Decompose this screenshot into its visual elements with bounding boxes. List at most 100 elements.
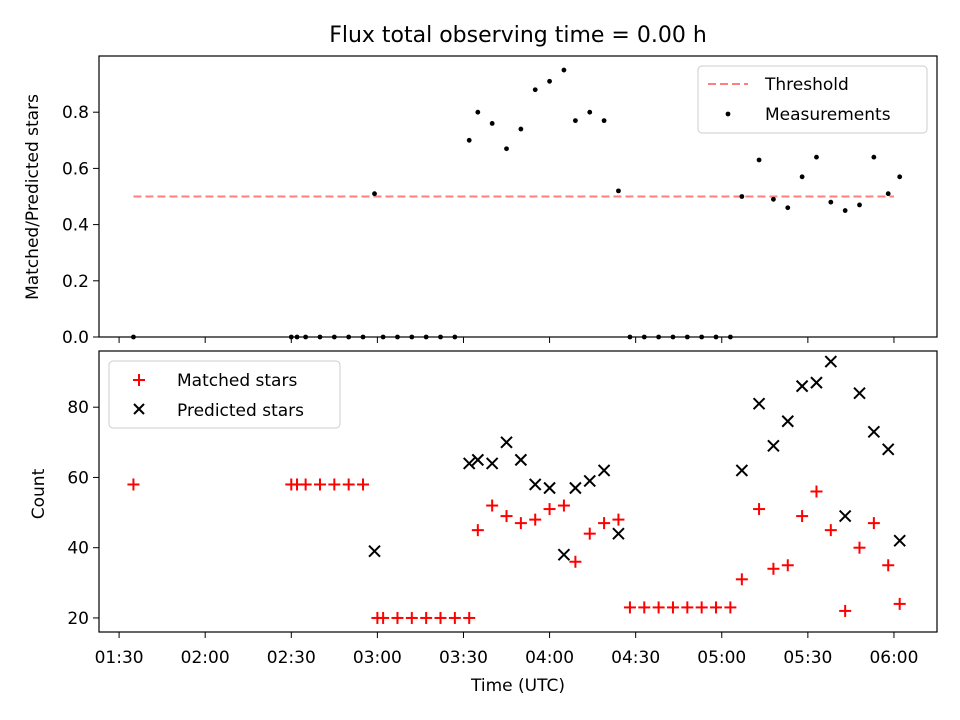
matched-star-marker (598, 517, 611, 530)
matched-star-marker (882, 559, 895, 572)
matched-star-marker (557, 499, 570, 512)
predicted-star-marker (781, 415, 794, 428)
matched-star-marker (299, 478, 312, 491)
matched-star-marker (638, 601, 651, 614)
bottom-legend-box (108, 360, 341, 429)
predicted-star-marker (810, 376, 823, 389)
top-y-tick-label: 0.0 (62, 328, 89, 348)
matched-star-marker (853, 541, 866, 554)
matched-star-marker (710, 601, 723, 614)
bottom-y-axis: 20 40 60 80 (67, 398, 99, 629)
bottom-y-tick-label: 60 (67, 468, 89, 488)
measurement-point (601, 118, 607, 124)
predicted-star-marker (867, 425, 881, 438)
bottom-x-axis: 01:30 02:00 02:30 03:00 03:30 04:00 04:30 05:00… (95, 632, 918, 668)
matched-star-marker (569, 555, 582, 568)
x-tick-label: 03:30 (439, 648, 488, 668)
predicted-star-marker (597, 464, 611, 477)
count-points (127, 355, 906, 624)
matched-star-marker (357, 478, 370, 491)
x-tick-label: 06:00 (869, 648, 918, 668)
matched-star-marker (767, 562, 780, 575)
top-y-tick-label: 0.6 (62, 159, 89, 179)
predicted-star-marker (500, 436, 513, 449)
matched-star-marker (420, 611, 433, 624)
measurement-point (518, 126, 524, 132)
x-tick-label: 01:30 (95, 648, 144, 668)
measurement-point (504, 146, 509, 152)
legend-threshold-label: Threshold (764, 75, 849, 95)
measurement-point (885, 191, 891, 197)
measurement-point (828, 199, 834, 205)
measurement-point (547, 78, 552, 84)
predicted-star-marker (882, 443, 895, 456)
x-tick-label: 04:30 (611, 648, 660, 668)
matched-star-marker (735, 573, 748, 586)
measurement-point (897, 174, 903, 180)
x-axis-label: Time (UTC) (470, 676, 565, 696)
matched-star-marker (810, 485, 823, 498)
x-tick-label: 05:00 (697, 648, 746, 668)
predicted-star-marker (853, 386, 866, 400)
x-tick-label: 03:00 (353, 648, 402, 668)
top-legend-box (697, 65, 928, 134)
matched-star-marker (623, 601, 636, 614)
predicted-star-marker (752, 397, 766, 410)
bottom-y-axis-label: Count (29, 468, 49, 519)
predicted-star-marker (529, 478, 542, 491)
matched-star-marker (824, 524, 837, 537)
top-y-tick-label: 0.4 (62, 216, 89, 236)
measurement-point (814, 154, 819, 160)
measurement-point (616, 188, 621, 194)
matched-star-marker (313, 478, 326, 491)
top-y-axis-label: Matched/Predicted stars (23, 94, 43, 300)
x-tick-label: 02:30 (267, 648, 316, 668)
predicted-star-marker (471, 453, 485, 467)
measurement-point (532, 87, 538, 93)
x-tick-label: 05:30 (783, 648, 832, 668)
matched-star-marker (753, 503, 766, 516)
matched-star-marker (652, 601, 665, 614)
x-tick-label: 04:00 (525, 648, 574, 668)
matched-star-marker (867, 517, 880, 530)
predicted-star-marker (368, 545, 381, 558)
measurement-point (771, 196, 776, 202)
matched-star-marker (500, 510, 513, 523)
bottom-y-tick-label: 80 (67, 398, 89, 418)
matched-star-marker (612, 513, 625, 526)
matched-star-marker (486, 499, 499, 512)
matched-star-marker (328, 478, 341, 491)
measurement-point (372, 191, 377, 197)
matched-star-marker (448, 611, 461, 624)
matched-star-marker (666, 601, 679, 614)
predicted-star-marker (463, 457, 476, 470)
measurement-point (785, 205, 791, 211)
bottom-legend: Matched stars Predicted stars (108, 360, 341, 429)
legend-predicted-swatch (133, 403, 145, 415)
matched-star-marker (434, 611, 447, 624)
matched-star-marker (893, 597, 906, 610)
matched-star-marker (796, 510, 809, 523)
predicted-star-marker (824, 355, 838, 368)
legend-matched-swatch (133, 374, 145, 386)
matched-star-marker (695, 601, 708, 614)
matched-star-marker (127, 478, 140, 491)
top-x-ticks (118, 337, 895, 343)
matched-star-marker (463, 611, 476, 624)
ratio-panel: 0.00.20.40.60.8 Matched/Predicted stars … (23, 55, 938, 348)
top-y-tick-label: 0.8 (62, 103, 89, 123)
predicted-star-marker (795, 379, 809, 393)
matched-star-marker (724, 601, 737, 614)
legend-measurements-swatch (725, 111, 731, 117)
measurement-point (857, 202, 862, 208)
matched-star-marker (377, 611, 390, 624)
legend-measurements-label: Measurements (765, 105, 891, 125)
predicted-star-marker (569, 481, 582, 495)
predicted-star-marker (767, 439, 780, 453)
chart-title: Flux total observing time = 0.00 h (329, 23, 707, 48)
predicted-star-marker (838, 509, 852, 523)
measurement-point (756, 157, 762, 163)
predicted-star-marker (485, 457, 499, 470)
matched-star-marker (543, 503, 556, 516)
